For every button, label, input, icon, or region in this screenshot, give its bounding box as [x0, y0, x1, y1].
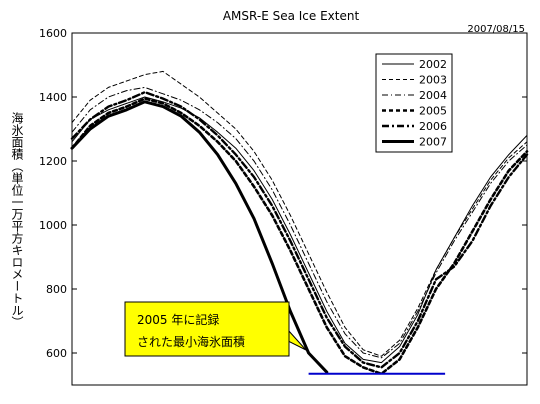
legend-label-2006: 2006: [419, 120, 447, 133]
y-tick-label: 1000: [39, 219, 67, 232]
legend-label-2004: 2004: [419, 89, 447, 102]
callout-line1: 2005 年に記録: [137, 312, 219, 327]
legend-label-2003: 2003: [419, 74, 447, 87]
plot-frame: [71, 32, 528, 386]
legend: 2002 2003 2004 2005 2006 2007: [375, 53, 453, 153]
callout-box: [124, 301, 290, 357]
legend-label-2005: 2005: [419, 105, 447, 118]
series-line-2004: [71, 86, 528, 359]
chart-title: AMSR-E Sea Ice Extent: [223, 9, 360, 23]
y-axis-label: 海氷面積（単位一万平方キロメートル）: [8, 112, 26, 352]
series-line-2007: [70, 100, 329, 374]
y-tick-label: 1600: [39, 27, 67, 40]
legend-box: [375, 53, 453, 153]
y-tick-label: 1400: [39, 91, 67, 104]
y-axis-label-text: 海氷面積（単位一万平方キロメートル）: [10, 112, 24, 328]
callout-line2: された最小海氷面積: [137, 334, 245, 349]
series-line-2003: [71, 70, 528, 357]
date-label: 2007/08/15: [467, 24, 525, 35]
series-line-2006: [70, 91, 529, 369]
legend-label-2002: 2002: [419, 58, 447, 71]
y-tick-label: 800: [46, 283, 67, 296]
y-axis-ticks: 600 800 1000 1200 1400 1600: [39, 27, 527, 360]
callout: 2005 年に記録 された最小海氷面積: [124, 301, 307, 357]
y-tick-label: 600: [46, 347, 67, 360]
y-tick-label: 1200: [39, 155, 67, 168]
legend-label-2007: 2007: [419, 136, 447, 149]
series-layer: [70, 70, 529, 376]
